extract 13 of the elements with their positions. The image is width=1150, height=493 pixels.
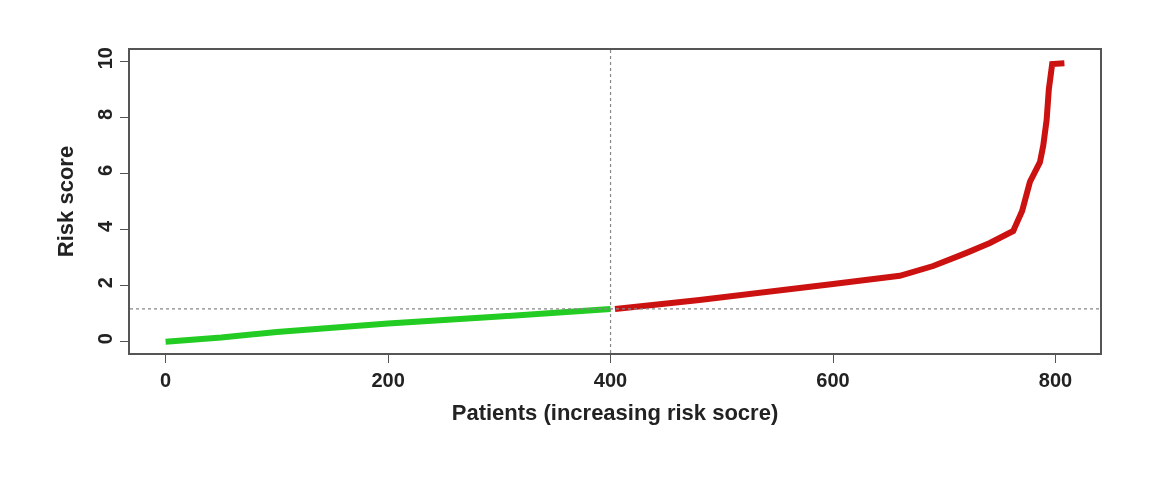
y-tick-label: 10 — [94, 47, 117, 70]
x-tick-label: 0 — [160, 368, 172, 391]
x-tick-label: 600 — [816, 368, 850, 391]
x-axis-title: Patients (increasing risk socre) — [451, 400, 779, 426]
x-tick-label: 200 — [371, 368, 405, 391]
y-tick-label: 4 — [94, 220, 117, 233]
y-axis-title: Risk score — [52, 145, 78, 258]
y-tick-label: 8 — [94, 108, 117, 120]
y-tick-label: 2 — [94, 277, 117, 289]
x-tick-label: 400 — [593, 368, 628, 391]
y-tick-label: 6 — [94, 164, 117, 176]
x-tick-label: 800 — [1038, 368, 1073, 391]
y-tick-label: 0 — [94, 333, 117, 345]
